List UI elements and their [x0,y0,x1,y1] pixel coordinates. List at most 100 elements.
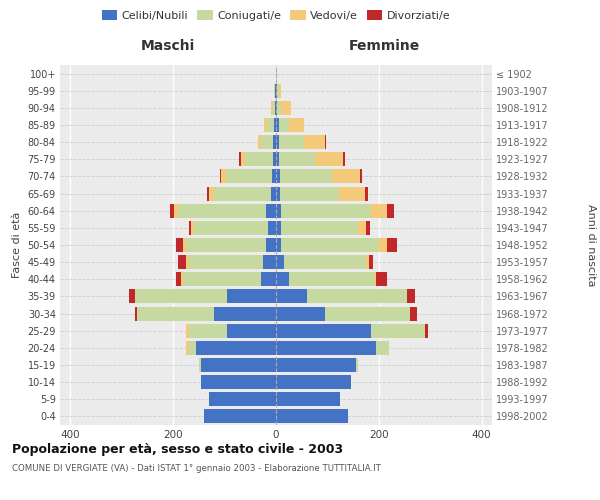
Bar [410,306,418,320]
Bar [214,306,276,320]
Bar [188,324,227,338]
Bar [276,186,280,200]
Bar [184,272,260,286]
Bar [267,118,274,132]
Bar [386,204,394,218]
Bar [276,255,284,269]
Bar [209,392,276,406]
Bar [284,255,366,269]
Bar [289,118,304,132]
Bar [209,186,214,200]
Bar [358,221,366,235]
Bar [266,238,276,252]
Bar [220,170,221,183]
Bar [199,358,202,372]
Bar [188,221,191,235]
Bar [214,186,271,200]
Bar [368,255,373,269]
Bar [276,375,350,389]
Bar [221,170,226,183]
Bar [176,272,181,286]
Bar [226,170,272,183]
Bar [376,272,386,286]
Bar [339,186,365,200]
Bar [181,272,184,286]
Bar [274,84,275,98]
Bar [278,118,289,132]
Bar [276,152,278,166]
Bar [374,272,376,286]
Bar [245,152,274,166]
Bar [268,221,276,235]
Bar [271,186,276,200]
Bar [204,410,276,424]
Bar [325,135,326,149]
Bar [307,290,407,304]
Bar [273,101,275,115]
Bar [276,358,356,372]
Bar [196,341,276,355]
Bar [276,221,281,235]
Bar [130,290,134,304]
Bar [186,238,266,252]
Bar [274,152,276,166]
Bar [386,238,397,252]
Bar [314,152,343,166]
Bar [137,306,214,320]
Bar [266,204,276,218]
Bar [264,118,267,132]
Bar [275,101,276,115]
Bar [276,290,307,304]
Bar [276,272,289,286]
Bar [170,204,174,218]
Bar [289,272,374,286]
Text: Maschi: Maschi [141,38,195,52]
Bar [280,170,332,183]
Text: Femmine: Femmine [349,38,419,52]
Bar [272,170,276,183]
Bar [332,170,360,183]
Bar [281,221,358,235]
Bar [258,135,260,149]
Bar [371,324,425,338]
Bar [281,204,371,218]
Bar [184,238,186,252]
Bar [343,152,346,166]
Bar [276,392,340,406]
Bar [227,290,276,304]
Bar [276,341,376,355]
Bar [134,306,137,320]
Bar [276,170,280,183]
Bar [281,101,292,115]
Bar [278,135,304,149]
Bar [260,272,276,286]
Bar [276,84,277,98]
Bar [379,238,386,252]
Bar [178,255,186,269]
Bar [425,324,428,338]
Bar [263,255,276,269]
Bar [360,170,362,183]
Bar [178,204,266,218]
Bar [241,152,245,166]
Bar [206,186,209,200]
Bar [304,135,325,149]
Bar [366,221,370,235]
Text: Popolazione per età, sesso e stato civile - 2003: Popolazione per età, sesso e stato civil… [12,442,343,456]
Bar [191,221,194,235]
Legend: Celibi/Nubili, Coniugati/e, Vedovi/e, Divorziati/e: Celibi/Nubili, Coniugati/e, Vedovi/e, Di… [100,8,452,23]
Bar [274,118,276,132]
Bar [186,324,188,338]
Bar [325,306,410,320]
Bar [277,84,278,98]
Bar [176,238,184,252]
Bar [239,152,241,166]
Bar [278,152,314,166]
Bar [278,84,281,98]
Bar [276,135,278,149]
Bar [186,255,188,269]
Bar [276,324,371,338]
Text: Anni di nascita: Anni di nascita [586,204,596,286]
Bar [276,410,348,424]
Bar [371,204,386,218]
